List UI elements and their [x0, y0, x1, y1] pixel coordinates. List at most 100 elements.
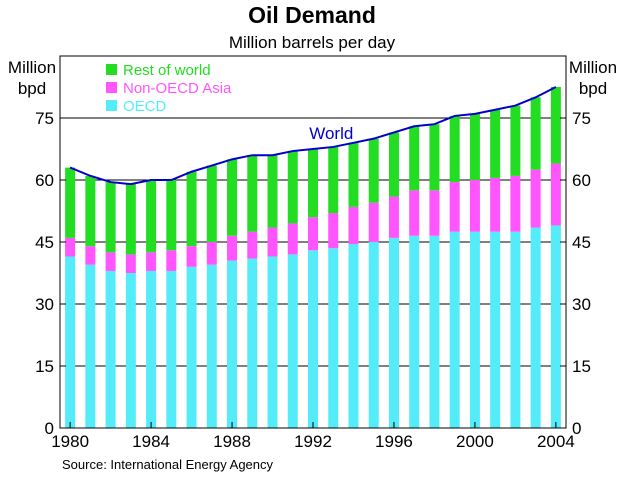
world-line-label: World [309, 124, 353, 143]
bar-non-oecd-asia-1998 [429, 190, 440, 236]
xtick-label-1980: 1980 [51, 432, 89, 451]
xtick-label-2004: 2004 [537, 432, 575, 451]
bar-non-oecd-asia-1983 [125, 254, 136, 273]
ytick-label-left-30: 30 [35, 295, 54, 314]
bar-oecd-2002 [510, 231, 521, 428]
bar-rest-of-world-1994 [348, 142, 359, 207]
legend-swatch-rest-of-world [106, 64, 117, 75]
ytick-label-left-60: 60 [35, 171, 54, 190]
bar-oecd-1991 [287, 254, 298, 428]
bar-rest-of-world-1980 [65, 167, 76, 238]
bar-oecd-1980 [65, 256, 76, 428]
bar-rest-of-world-1988 [227, 159, 238, 236]
bar-oecd-1998 [429, 235, 440, 428]
ytick-label-right-75: 75 [572, 109, 591, 128]
bar-non-oecd-asia-1999 [449, 182, 460, 232]
bar-non-oecd-asia-1988 [227, 235, 238, 261]
legend-swatch-oecd [106, 100, 117, 111]
bar-non-oecd-asia-1985 [166, 250, 177, 271]
ytick-label-right-45: 45 [572, 233, 591, 252]
bar-oecd-1996 [388, 237, 399, 428]
ytick-label-left-0: 0 [45, 419, 54, 438]
ytick-label-right-30: 30 [572, 295, 591, 314]
legend-label-rest-of-world: Rest of world [123, 62, 211, 79]
bar-oecd-1983 [125, 273, 136, 428]
ytick-label-right-15: 15 [572, 357, 591, 376]
bar-oecd-1981 [85, 264, 96, 428]
ytick-label-left-45: 45 [35, 233, 54, 252]
bar-oecd-1988 [227, 260, 238, 428]
bar-non-oecd-asia-1990 [267, 227, 278, 257]
bar-non-oecd-asia-2000 [469, 180, 480, 232]
bar-non-oecd-asia-1993 [328, 213, 339, 249]
ytick-label-left-15: 15 [35, 357, 54, 376]
bar-oecd-2003 [530, 227, 541, 428]
bar-rest-of-world-1997 [409, 126, 420, 191]
bar-oecd-1994 [348, 244, 359, 428]
xtick-label-1996: 1996 [375, 432, 413, 451]
xtick-label-2000: 2000 [456, 432, 494, 451]
bar-non-oecd-asia-1994 [348, 206, 359, 245]
bar-non-oecd-asia-1984 [146, 252, 157, 271]
bar-oecd-1997 [409, 235, 420, 428]
bar-oecd-1993 [328, 248, 339, 428]
bar-rest-of-world-1992 [308, 149, 318, 218]
bar-non-oecd-asia-1980 [65, 237, 76, 257]
bar-rest-of-world-2001 [490, 109, 501, 178]
world-line [69, 86, 557, 186]
bar-non-oecd-asia-1982 [105, 252, 116, 271]
chart-title: Oil Demand [248, 2, 376, 28]
bar-rest-of-world-1983 [125, 184, 136, 255]
bar-non-oecd-asia-1987 [206, 242, 217, 265]
bar-non-oecd-asia-1992 [308, 217, 318, 251]
ytick-label-right-60: 60 [572, 171, 591, 190]
bar-rest-of-world-2004 [550, 87, 561, 164]
bar-oecd-1986 [186, 266, 197, 428]
bar-non-oecd-asia-1981 [85, 246, 96, 265]
xtick-label-1984: 1984 [132, 432, 170, 451]
bar-oecd-1989 [247, 258, 258, 428]
ytick-label-left-75: 75 [35, 109, 54, 128]
bar-oecd-1987 [206, 264, 217, 428]
bar-oecd-2004 [550, 225, 561, 428]
bar-rest-of-world-2003 [530, 97, 541, 170]
bar-rest-of-world-1989 [247, 155, 258, 232]
bar-rest-of-world-1996 [388, 132, 399, 197]
bar-oecd-1999 [449, 231, 460, 428]
bar-rest-of-world-1987 [206, 165, 217, 242]
y-axis-unit-left-line-1: Million [7, 58, 57, 77]
bar-rest-of-world-1991 [287, 151, 298, 224]
source-note: Source: International Energy Agency [62, 457, 274, 472]
bar-rest-of-world-1984 [146, 180, 157, 253]
y-axis-unit-right: Million bpd [565, 57, 621, 99]
y-axis-unit-right-line-2: bpd [578, 79, 608, 98]
bar-rest-of-world-2002 [510, 105, 521, 176]
bar-non-oecd-asia-2001 [490, 177, 501, 232]
bar-oecd-1985 [166, 270, 177, 428]
bar-rest-of-world-1981 [85, 175, 96, 247]
bar-oecd-2001 [490, 231, 501, 428]
bar-non-oecd-asia-1997 [409, 190, 420, 236]
bar-rest-of-world-1986 [186, 171, 197, 247]
bar-non-oecd-asia-1989 [247, 231, 258, 259]
bar-rest-of-world-1993 [328, 146, 339, 214]
xtick-label-1988: 1988 [213, 432, 251, 451]
bar-rest-of-world-1998 [429, 124, 440, 191]
xtick-label-1992: 1992 [294, 432, 332, 451]
bar-non-oecd-asia-2002 [510, 175, 521, 232]
bar-non-oecd-asia-1991 [287, 223, 298, 255]
bar-non-oecd-asia-2004 [550, 163, 561, 226]
bar-non-oecd-asia-1996 [388, 196, 399, 238]
bar-rest-of-world-1995 [368, 138, 379, 203]
bar-non-oecd-asia-1995 [368, 202, 379, 242]
bar-oecd-1982 [105, 270, 116, 428]
legend-label-non-oecd-asia: Non-OECD Asia [123, 80, 232, 97]
bar-oecd-1992 [308, 250, 318, 428]
legend-swatch-non-oecd-asia [106, 82, 117, 93]
bar-oecd-2000 [469, 231, 480, 428]
bar-oecd-1995 [368, 242, 379, 428]
y-axis-unit-right-line-1: Million [568, 58, 618, 77]
bar-rest-of-world-2000 [469, 113, 480, 180]
bar-rest-of-world-1999 [449, 115, 460, 183]
